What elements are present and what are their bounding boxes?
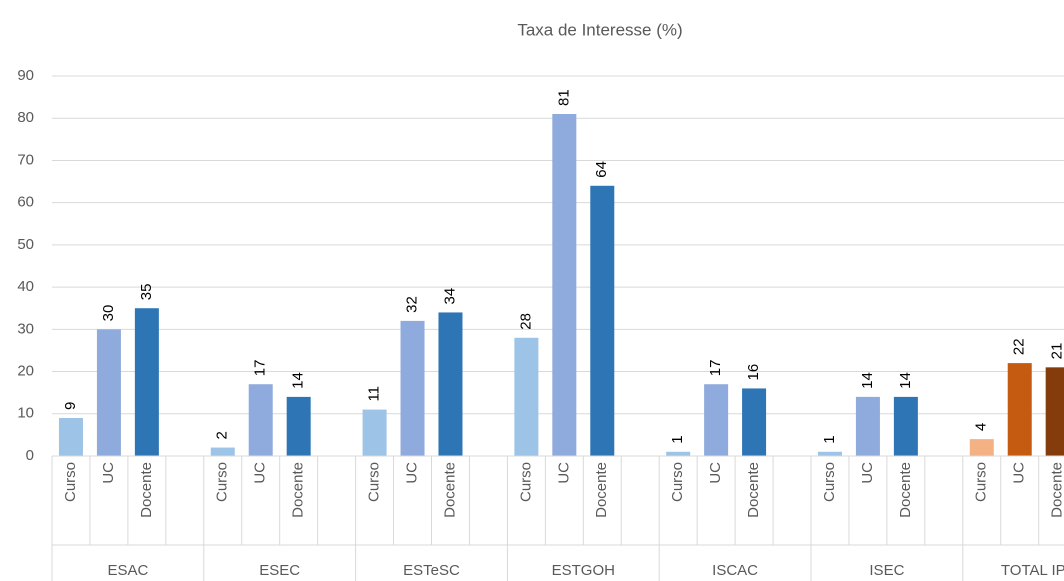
data-label: 28 — [517, 313, 534, 330]
data-label: 16 — [745, 364, 762, 381]
y-tick-label: 50 — [17, 236, 34, 253]
bar — [514, 337, 539, 456]
y-tick-label: 90 — [17, 67, 34, 84]
x-tick-label: Docente — [290, 462, 307, 518]
bar — [855, 396, 880, 456]
x-tick-label: Curso — [214, 462, 231, 502]
y-tick-label: 60 — [17, 194, 34, 211]
x-tick-label: Docente — [441, 462, 458, 518]
x-tick-label: UC — [1011, 462, 1028, 484]
group-label: ESAC — [107, 562, 148, 579]
y-tick-label: 0 — [26, 447, 34, 464]
bar — [742, 388, 767, 456]
bar — [210, 447, 235, 456]
bar — [400, 320, 425, 456]
x-tick-label: Curso — [973, 462, 990, 502]
y-tick-label: 30 — [17, 320, 34, 337]
data-label: 17 — [707, 360, 724, 377]
data-label: 32 — [403, 296, 420, 313]
bar — [248, 384, 273, 456]
bar — [704, 384, 729, 456]
y-tick-label: 80 — [17, 109, 34, 126]
data-label: 35 — [138, 284, 155, 301]
x-tick-label: Curso — [821, 462, 838, 502]
group-label: ESTGOH — [552, 562, 615, 579]
group-label: ESTeSC — [403, 562, 460, 579]
bar — [1007, 363, 1032, 456]
data-label: 11 — [366, 386, 383, 402]
data-label: 14 — [290, 372, 307, 389]
data-label: 9 — [62, 402, 79, 410]
bar — [893, 396, 918, 456]
x-tick-label: Docente — [897, 462, 914, 518]
group-label: ESEC — [259, 562, 300, 579]
data-label: 21 — [1049, 343, 1064, 360]
data-label: 14 — [859, 372, 876, 389]
data-label: 1 — [669, 435, 686, 443]
bar — [666, 451, 691, 456]
data-label: 4 — [973, 423, 990, 431]
bar — [590, 185, 615, 456]
x-tick-label: Curso — [62, 462, 79, 502]
data-label: 2 — [214, 431, 231, 439]
x-tick-label: Curso — [669, 462, 686, 502]
data-label: 81 — [555, 89, 572, 106]
bar — [969, 439, 994, 456]
x-tick-label: Curso — [517, 462, 534, 502]
chart-title: Taxa de Interesse (%) — [517, 20, 682, 39]
x-tick-label: UC — [555, 462, 572, 484]
x-tick-label: UC — [100, 462, 117, 484]
data-label: 22 — [1011, 338, 1028, 355]
data-label: 30 — [100, 305, 117, 322]
y-tick-label: 40 — [17, 278, 34, 295]
data-label: 34 — [441, 288, 458, 305]
bar — [96, 329, 121, 456]
y-tick-label: 70 — [17, 151, 34, 168]
group-label: TOTAL IPC — [1001, 562, 1064, 579]
x-tick-label: UC — [859, 462, 876, 484]
x-tick-label: Curso — [366, 462, 383, 502]
data-label: 64 — [593, 161, 610, 178]
bar — [362, 409, 387, 456]
x-tick-label: UC — [403, 462, 420, 484]
x-tick-label: Docente — [745, 462, 762, 518]
group-label: ISCAC — [712, 562, 758, 579]
bar — [1045, 367, 1064, 456]
x-tick-label: UC — [252, 462, 269, 484]
bar — [552, 114, 577, 456]
bar — [817, 451, 842, 456]
data-label: 17 — [252, 360, 269, 377]
group-label: ISEC — [869, 562, 904, 579]
x-tick-label: Docente — [138, 462, 155, 518]
x-tick-label: Docente — [593, 462, 610, 518]
bar — [134, 308, 159, 456]
y-tick-label: 10 — [17, 405, 34, 422]
data-label: 14 — [897, 372, 914, 389]
x-tick-label: UC — [707, 462, 724, 484]
y-tick-label: 20 — [17, 363, 34, 380]
bar — [438, 312, 463, 456]
x-tick-label: Docente — [1049, 462, 1064, 518]
bar — [58, 418, 83, 456]
data-label: 1 — [821, 435, 838, 443]
bar — [286, 396, 311, 456]
